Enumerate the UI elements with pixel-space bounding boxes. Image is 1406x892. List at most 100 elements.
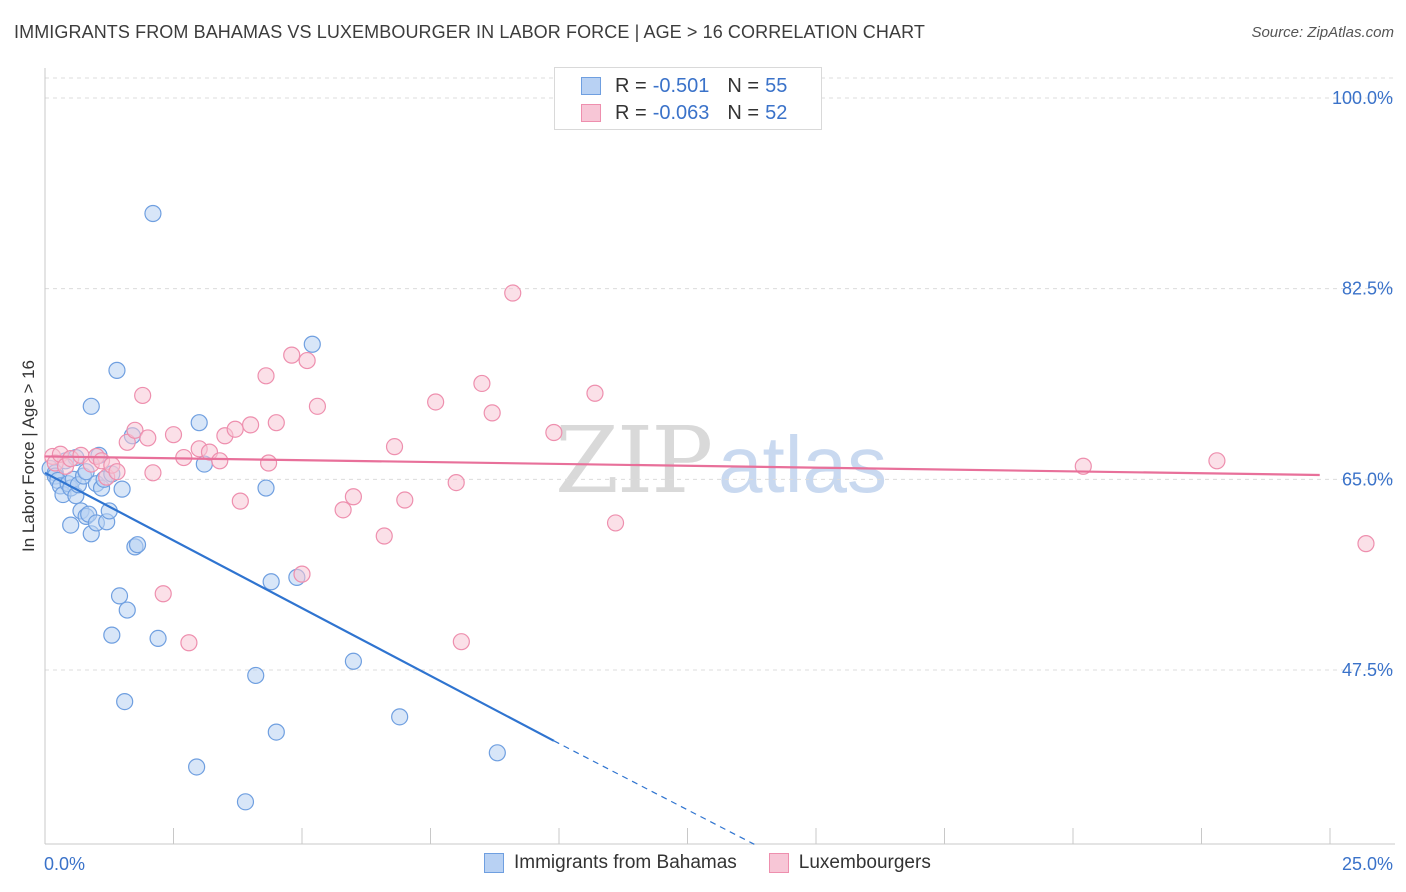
legend-r-label: R = bbox=[615, 74, 647, 97]
data-point-bahamas bbox=[144, 204, 162, 223]
watermark-zip: ZIP bbox=[555, 407, 711, 514]
trend-line-bahamas bbox=[44, 471, 555, 742]
watermark: ZIP atlas bbox=[555, 407, 887, 514]
y-axis-label: In Labor Force | Age > 16 bbox=[19, 360, 38, 552]
data-point-luxembourgers bbox=[144, 464, 162, 482]
data-point-luxembourgers bbox=[1357, 535, 1375, 553]
data-point-luxembourgers bbox=[396, 491, 414, 509]
data-point-bahamas bbox=[113, 480, 131, 498]
x-tick-label: 25.0% bbox=[1342, 854, 1393, 874]
legend-swatch-blue bbox=[484, 853, 504, 873]
data-point-luxembourgers bbox=[483, 404, 501, 422]
data-point-luxembourgers bbox=[1208, 452, 1226, 470]
data-point-bahamas bbox=[488, 744, 506, 762]
data-point-luxembourgers bbox=[447, 474, 465, 492]
data-point-bahamas bbox=[108, 361, 126, 379]
data-point-luxembourgers bbox=[606, 514, 625, 532]
watermark-atlas: atlas bbox=[718, 420, 887, 509]
data-point-luxembourgers bbox=[545, 423, 563, 442]
data-point-bahamas bbox=[247, 666, 265, 685]
data-point-luxembourgers bbox=[259, 454, 278, 472]
series-luxembourgers bbox=[44, 284, 1375, 652]
data-point-luxembourgers bbox=[226, 420, 244, 438]
data-point-luxembourgers bbox=[504, 284, 522, 302]
data-point-bahamas bbox=[257, 479, 275, 497]
trend-line-bahamas-extension bbox=[553, 740, 755, 845]
data-point-bahamas bbox=[391, 708, 409, 726]
chart-title: IMMIGRANTS FROM BAHAMAS VS LUXEMBOURGER … bbox=[14, 22, 925, 42]
data-point-bahamas bbox=[344, 652, 362, 670]
data-point-luxembourgers bbox=[1074, 457, 1092, 475]
y-tick-label: 100.0% bbox=[1332, 88, 1393, 108]
legend-r-label: R = bbox=[615, 101, 647, 124]
data-point-luxembourgers bbox=[108, 463, 126, 481]
data-point-bahamas bbox=[128, 536, 147, 554]
data-point-luxembourgers bbox=[283, 346, 301, 364]
data-point-bahamas bbox=[149, 629, 167, 648]
y-tick-label: 47.5% bbox=[1342, 660, 1393, 680]
legend-swatch-blue bbox=[581, 77, 601, 95]
data-point-luxembourgers bbox=[452, 633, 470, 651]
legend-n-label: N = bbox=[727, 74, 760, 97]
data-point-luxembourgers bbox=[257, 367, 275, 385]
data-point-bahamas bbox=[262, 573, 280, 591]
legend-swatch-pink bbox=[768, 853, 789, 873]
data-point-luxembourgers bbox=[586, 384, 604, 402]
data-point-luxembourgers bbox=[118, 433, 136, 451]
legend-r-value: -0.063 bbox=[652, 101, 710, 124]
trend-lines bbox=[44, 455, 1320, 845]
data-point-luxembourgers bbox=[334, 501, 352, 519]
legend-n-value: 55 bbox=[765, 74, 788, 97]
grid-lines bbox=[45, 77, 1395, 671]
data-point-luxembourgers bbox=[180, 634, 198, 652]
data-point-luxembourgers bbox=[267, 414, 285, 432]
data-point-bahamas bbox=[62, 516, 80, 534]
series-bahamas bbox=[41, 204, 506, 811]
data-point-bahamas bbox=[116, 692, 134, 711]
trend-line-luxembourgers bbox=[44, 455, 1320, 477]
data-point-luxembourgers bbox=[134, 386, 152, 405]
data-point-luxembourgers bbox=[344, 488, 362, 506]
legend-item-bahamas[interactable]: Immigrants from Bahamas bbox=[484, 852, 737, 874]
correlation-legend: R = -0.501 N = 55 R = -0.063 N = 52 bbox=[554, 67, 822, 130]
data-point-luxembourgers bbox=[298, 351, 316, 370]
data-point-luxembourgers bbox=[427, 393, 445, 411]
source-label: Source: ZipAtlas.com bbox=[1251, 24, 1394, 41]
data-point-luxembourgers bbox=[164, 426, 183, 444]
x-tick-label: 0.0% bbox=[44, 854, 85, 874]
y-tick-label: 65.0% bbox=[1342, 469, 1393, 489]
legend-row-luxembourgers: R = -0.063 N = 52 bbox=[581, 100, 787, 126]
legend-row-bahamas: R = -0.501 N = 55 bbox=[581, 73, 787, 99]
legend-label-luxembourgers: Luxembourgers bbox=[798, 852, 931, 873]
data-point-luxembourgers bbox=[126, 421, 144, 439]
data-point-luxembourgers bbox=[375, 527, 393, 545]
legend-n-value: 52 bbox=[765, 101, 788, 124]
legend-swatch-pink bbox=[581, 104, 601, 122]
data-point-bahamas bbox=[236, 793, 255, 811]
data-point-luxembourgers bbox=[211, 452, 229, 470]
data-point-luxembourgers bbox=[473, 374, 491, 393]
data-point-bahamas bbox=[190, 414, 208, 432]
data-point-luxembourgers bbox=[293, 565, 311, 583]
y-tick-label: 82.5% bbox=[1342, 279, 1393, 299]
data-point-bahamas bbox=[110, 587, 129, 605]
legend-r-value: -0.501 bbox=[652, 74, 710, 97]
data-point-luxembourgers bbox=[154, 585, 172, 603]
data-point-bahamas bbox=[100, 502, 118, 520]
data-point-bahamas bbox=[303, 335, 321, 353]
data-point-luxembourgers bbox=[231, 492, 249, 510]
legend-item-luxembourgers[interactable]: Luxembourgers bbox=[768, 852, 931, 874]
data-point-bahamas bbox=[82, 397, 100, 415]
data-point-bahamas bbox=[118, 601, 136, 619]
data-point-luxembourgers bbox=[308, 397, 327, 415]
data-point-luxembourgers bbox=[139, 429, 157, 447]
data-point-luxembourgers bbox=[242, 416, 260, 434]
tick-labels: 47.5% 65.0% 82.5% 100.0% 0.0% 25.0% bbox=[44, 88, 1393, 874]
data-point-bahamas bbox=[267, 723, 285, 741]
series-legend: Immigrants from Bahamas Luxembourgers bbox=[484, 852, 963, 874]
legend-n-label: N = bbox=[727, 101, 760, 124]
data-point-luxembourgers bbox=[385, 438, 404, 456]
legend-label-bahamas: Immigrants from Bahamas bbox=[514, 852, 737, 873]
data-point-bahamas bbox=[188, 758, 206, 776]
